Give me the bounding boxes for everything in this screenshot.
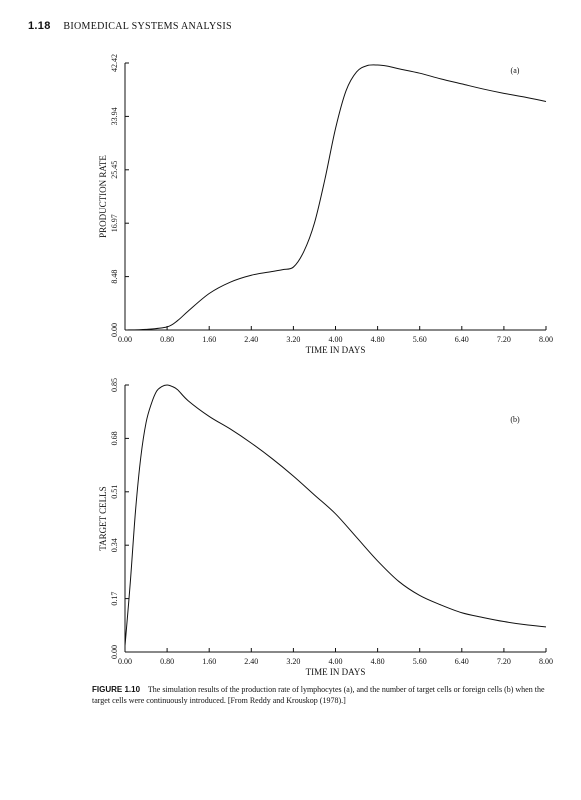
x-tick-label: 4.00	[329, 657, 343, 666]
x-axis-label: TIME IN DAYS	[306, 667, 366, 677]
y-tick-label: 8.48	[110, 270, 119, 284]
x-tick-label: 7.20	[497, 657, 511, 666]
y-axis-label: TARGET CELLS	[98, 486, 108, 550]
x-axis-label: TIME IN DAYS	[306, 345, 366, 355]
running-title: BIOMEDICAL SYSTEMS ANALYSIS	[63, 21, 232, 32]
x-tick-label: 2.40	[244, 335, 258, 344]
x-tick-label: 6.40	[455, 335, 469, 344]
series-line	[124, 384, 547, 646]
y-tick-label: 0.51	[110, 485, 119, 499]
figure-label: FIGURE 1.10	[92, 685, 141, 694]
x-tick-label: 4.00	[329, 335, 343, 344]
x-tick-label: 0.80	[160, 335, 174, 344]
y-tick-label: 0.00	[110, 323, 119, 337]
y-tick-label: 0.17	[110, 592, 119, 606]
page-number: 1.18	[28, 20, 51, 32]
x-tick-label: 1.60	[202, 657, 216, 666]
y-tick-label: 0.34	[110, 538, 119, 552]
x-tick-label: 3.20	[286, 657, 300, 666]
x-tick-label: 6.40	[455, 657, 469, 666]
x-tick-label: 8.00	[539, 335, 553, 344]
y-tick-label: 16.97	[110, 214, 119, 232]
series-line	[124, 64, 547, 331]
y-tick-label: 0.85	[110, 378, 119, 392]
x-tick-label: 8.00	[539, 657, 553, 666]
panel-label: (a)	[511, 66, 520, 75]
panel-label: (b)	[510, 415, 520, 424]
chart-production-rate: 0.00 0.80 1.60 2.40 3.20 4.00 4.80 5.60 6.40 7.20…	[98, 54, 553, 355]
x-tick-label: 7.20	[497, 335, 511, 344]
figure-caption: FIGURE 1.10 The simulation results of th…	[92, 684, 562, 706]
chart-target-cells: 0.00 0.80 1.60 2.40 3.20 4.00 4.80 5.60 6.40 7.20…	[98, 378, 553, 677]
x-tick-label: 2.40	[244, 657, 258, 666]
x-tick-label: 1.60	[202, 335, 216, 344]
x-tick-label: 4.80	[371, 335, 385, 344]
y-tick-label: 25.45	[110, 161, 119, 179]
y-axis-label: PRODUCTION RATE	[98, 155, 108, 238]
y-tick-label: 0.00	[110, 645, 119, 659]
x-tick-label: 4.80	[371, 657, 385, 666]
x-tick-label: 3.20	[286, 335, 300, 344]
x-tick-label: 0.00	[118, 657, 132, 666]
figure-caption-text: The simulation results of the production…	[92, 685, 545, 705]
x-tick-label: 0.80	[160, 657, 174, 666]
x-tick-label: 0.00	[118, 335, 132, 344]
x-tick-label: 5.60	[413, 335, 427, 344]
y-tick-label: 33.94	[110, 107, 119, 125]
x-tick-label: 5.60	[413, 657, 427, 666]
page-header: 1.18 BIOMEDICAL SYSTEMS ANALYSIS	[28, 20, 232, 32]
y-tick-label: 0.68	[110, 431, 119, 445]
y-tick-label: 42.42	[110, 54, 119, 72]
